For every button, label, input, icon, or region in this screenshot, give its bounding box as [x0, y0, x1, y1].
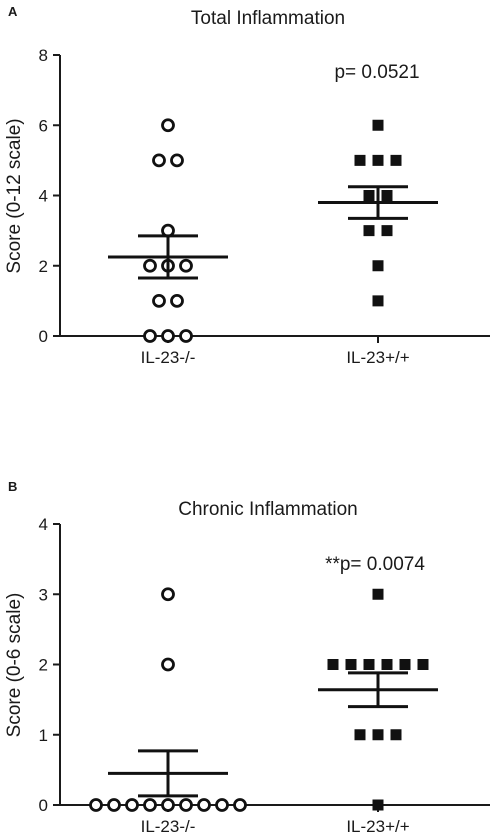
data-points — [89, 587, 438, 812]
data-point — [125, 798, 139, 812]
y-tick-label: 2 — [39, 656, 48, 675]
panel-b: B Chronic Inflammation **p= 0.0074 Score… — [4, 479, 490, 836]
y-tick-label: 0 — [39, 796, 48, 815]
y-tick-label: 8 — [39, 46, 48, 65]
data-point — [161, 798, 175, 812]
data-point — [161, 587, 175, 602]
y-tick-label: 4 — [39, 515, 48, 534]
y-tick-label: 0 — [39, 327, 48, 346]
data-point — [327, 659, 339, 670]
data-point — [363, 659, 375, 670]
x-ticks: IL-23-/- IL-23+/+ — [141, 805, 410, 836]
data-point — [390, 729, 402, 741]
data-point — [372, 729, 384, 741]
y-tick-label: 6 — [39, 116, 48, 135]
y-ticks: 0 2 4 6 8 — [39, 46, 60, 346]
data-point — [354, 729, 366, 741]
y-tick-label: 1 — [39, 726, 48, 745]
x-tick-label: IL-23+/+ — [346, 817, 409, 836]
data-point — [170, 293, 184, 308]
data-point — [345, 659, 357, 670]
data-point — [152, 153, 166, 168]
chart-title: Chronic Inflammation — [178, 499, 358, 520]
p-value-annotation: **p= 0.0074 — [325, 554, 425, 575]
data-point — [390, 154, 402, 166]
data-point — [179, 258, 193, 273]
data-point — [89, 798, 103, 812]
data-point — [152, 293, 166, 308]
chart-title: Total Inflammation — [191, 8, 345, 29]
data-point — [363, 190, 375, 201]
x-tick-label: IL-23+/+ — [346, 348, 409, 367]
data-point — [372, 119, 384, 131]
data-point — [197, 798, 211, 812]
data-point — [372, 295, 384, 307]
data-point — [381, 225, 393, 237]
data-point — [363, 225, 375, 237]
data-point — [143, 258, 157, 273]
y-tick-label: 2 — [39, 257, 48, 276]
data-point — [399, 659, 411, 670]
data-point — [143, 329, 157, 343]
x-tick-label: IL-23-/- — [141, 817, 196, 836]
data-point — [372, 799, 384, 811]
p-value-annotation: p= 0.0521 — [334, 62, 419, 83]
data-point — [381, 659, 393, 670]
panel-a: A Total Inflammation p= 0.0521 Score (0-… — [4, 4, 490, 367]
data-point — [107, 798, 121, 812]
panel-label: B — [8, 479, 17, 494]
data-point — [372, 588, 384, 600]
data-points — [108, 118, 438, 343]
data-point — [161, 657, 175, 672]
data-point — [215, 798, 229, 812]
data-point — [161, 329, 175, 343]
data-point — [354, 154, 366, 166]
x-ticks: IL-23-/- IL-23+/+ — [141, 336, 410, 367]
data-point — [179, 329, 193, 343]
panel-label: A — [8, 4, 18, 19]
y-tick-label: 4 — [39, 187, 48, 206]
data-point — [233, 798, 247, 812]
data-point — [381, 190, 393, 201]
data-point — [417, 659, 429, 670]
data-point — [161, 118, 175, 133]
y-tick-label: 3 — [39, 585, 48, 604]
x-tick-label: IL-23-/- — [141, 348, 196, 367]
y-axis-label: Score (0-12 scale) — [4, 118, 25, 273]
y-axis-label: Score (0-6 scale) — [4, 593, 25, 738]
data-point — [179, 798, 193, 812]
data-point — [143, 798, 157, 812]
data-point — [372, 154, 384, 166]
y-ticks: 0 1 2 3 4 — [39, 515, 60, 815]
data-point — [170, 153, 184, 168]
data-point — [372, 260, 384, 272]
